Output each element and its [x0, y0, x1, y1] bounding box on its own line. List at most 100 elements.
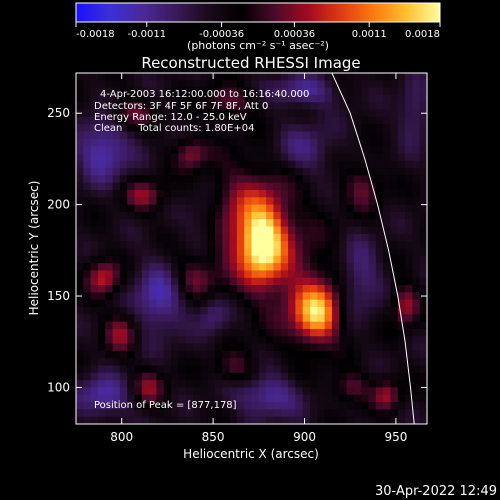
- heatmap-cell: [178, 343, 187, 352]
- heatmap-cell: [171, 307, 179, 315]
- heatmap-cell: [390, 160, 399, 169]
- heatmap-cell: [134, 160, 143, 169]
- heatmap-cell: [317, 94, 326, 103]
- heatmap-cell: [397, 190, 406, 198]
- heatmap-cell: [324, 73, 333, 81]
- heatmap-cell: [295, 80, 304, 89]
- heatmap-cell: [390, 285, 399, 293]
- heatmap-cell: [127, 190, 136, 198]
- heatmap-cell: [310, 328, 318, 337]
- heatmap-cell: [105, 80, 114, 89]
- heatmap-cell: [244, 131, 253, 140]
- heatmap-cell: [419, 277, 427, 286]
- heatmap-cell: [127, 146, 136, 155]
- heatmap-cell: [361, 307, 370, 315]
- heatmap-cell: [390, 138, 399, 147]
- heatmap-cell: [97, 292, 106, 301]
- heatmap-cell: [119, 219, 128, 228]
- heatmap-cell: [375, 131, 384, 140]
- heatmap-cell: [346, 116, 355, 125]
- heatmap-cell: [90, 146, 99, 155]
- heatmap-cell: [266, 285, 275, 293]
- heatmap-cell: [266, 94, 275, 103]
- heatmap-cell: [390, 248, 399, 257]
- heatmap-cell: [288, 372, 296, 381]
- heatmap-cell: [251, 116, 260, 125]
- heatmap-cell: [90, 124, 99, 133]
- heatmap-cell: [346, 182, 355, 191]
- heatmap-cell: [419, 402, 427, 410]
- heatmap-cell: [119, 109, 128, 118]
- heatmap-cell: [236, 343, 245, 352]
- heatmap-cell: [193, 409, 201, 418]
- heatmap-cell: [127, 211, 136, 220]
- heatmap-cell: [236, 102, 245, 111]
- heatmap-cell: [222, 94, 231, 103]
- heatmap-cell: [83, 380, 92, 389]
- heatmap-cell: [302, 380, 311, 389]
- heatmap-cell: [339, 321, 348, 330]
- heatmap-cell: [368, 197, 377, 206]
- heatmap-cell: [412, 182, 421, 191]
- heatmap-cell: [222, 146, 231, 155]
- heatmap-cell: [90, 219, 99, 228]
- heatmap-cell: [397, 402, 406, 410]
- heatmap-cell: [280, 102, 289, 111]
- heatmap-cell: [331, 248, 340, 257]
- heatmap-cell: [193, 116, 201, 125]
- heatmap-cell: [76, 241, 84, 250]
- heatmap-cell: [405, 307, 413, 315]
- heatmap-cell: [273, 255, 282, 264]
- heatmap-cell: [361, 402, 370, 410]
- heatmap-cell: [288, 387, 296, 396]
- heatmap-cell: [178, 160, 187, 169]
- heatmap-cell: [171, 87, 179, 96]
- heatmap-cell: [397, 182, 406, 191]
- heatmap-cell: [90, 138, 99, 147]
- heatmap-cell: [229, 255, 238, 264]
- heatmap-cell: [251, 387, 260, 396]
- heatmap-cell: [222, 182, 231, 191]
- heatmap-cell: [163, 263, 172, 272]
- heatmap-cell: [236, 402, 245, 410]
- heatmap-cell: [251, 131, 260, 140]
- heatmap-cell: [390, 175, 399, 184]
- heatmap-cell: [324, 116, 333, 125]
- heatmap-cell: [200, 372, 209, 381]
- heatmap-cell: [346, 146, 355, 155]
- heatmap-cell: [295, 336, 304, 345]
- heatmap-cell: [214, 402, 223, 410]
- heatmap-cell: [412, 263, 421, 272]
- heatmap-cell: [331, 219, 340, 228]
- heatmap-cell: [119, 336, 128, 345]
- heatmap-cell: [229, 350, 238, 359]
- heatmap-cell: [266, 80, 275, 89]
- heatmap-cell: [105, 299, 114, 308]
- heatmap-cell: [310, 394, 318, 403]
- heatmap-cell: [405, 219, 413, 228]
- heatmap-cell: [331, 299, 340, 308]
- heatmap-cell: [149, 292, 158, 301]
- heatmap-cell: [346, 219, 355, 228]
- heatmap-cell: [76, 380, 84, 389]
- heatmap-cell: [419, 314, 427, 323]
- heatmap-cell: [185, 94, 194, 103]
- heatmap-cell: [317, 124, 326, 133]
- heatmap-cell: [339, 168, 348, 176]
- heatmap-cell: [90, 241, 99, 250]
- heatmap-cell: [295, 328, 304, 337]
- heatmap-cell: [375, 197, 384, 206]
- heatmap-cell: [383, 160, 392, 169]
- heatmap-cell: [185, 182, 194, 191]
- heatmap-cell: [390, 190, 399, 198]
- heatmap-cell: [163, 87, 172, 96]
- heatmap-cell: [229, 336, 238, 345]
- heatmap-cell: [185, 387, 194, 396]
- heatmap-cell: [134, 307, 143, 315]
- heatmap-cell: [324, 270, 333, 279]
- heatmap-cell: [375, 73, 384, 81]
- heatmap-cell: [288, 124, 296, 133]
- heatmap-cell: [156, 226, 165, 235]
- heatmap-cell: [193, 307, 201, 315]
- heatmap-cell: [419, 94, 427, 103]
